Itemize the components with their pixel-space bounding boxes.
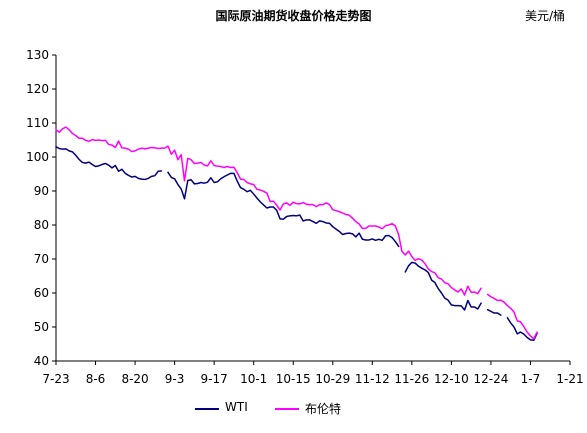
y-tick-label: 110 bbox=[26, 116, 49, 130]
x-tick-label: 7-23 bbox=[42, 372, 69, 386]
y-tick-label: 60 bbox=[34, 286, 49, 300]
x-tick-label: 1-7 bbox=[521, 372, 541, 386]
legend-label-brent: 布伦特 bbox=[305, 402, 342, 416]
x-tick-label: 11-12 bbox=[355, 372, 390, 386]
y-tick-label: 130 bbox=[26, 48, 49, 62]
y-tick-label: 80 bbox=[34, 218, 49, 232]
x-tick-label: 11-26 bbox=[394, 372, 429, 386]
legend-swatch-wti bbox=[195, 408, 219, 410]
legend-swatch-brent bbox=[275, 408, 299, 410]
x-tick-label: 8-6 bbox=[86, 372, 106, 386]
y-tick-label: 90 bbox=[34, 184, 49, 198]
y-tick-label: 40 bbox=[34, 354, 49, 368]
x-tick-label: 1-21 bbox=[556, 372, 583, 386]
y-tick-label: 120 bbox=[26, 82, 49, 96]
x-tick-label: 12-10 bbox=[434, 372, 469, 386]
x-tick-label: 10-29 bbox=[315, 372, 350, 386]
x-tick-label: 9-17 bbox=[201, 372, 228, 386]
y-tick-label: 70 bbox=[34, 252, 49, 266]
series-line-brent bbox=[55, 126, 538, 340]
y-tick-label: 100 bbox=[26, 150, 49, 164]
chart-title: 国际原油期货收盘价格走势图 bbox=[215, 9, 372, 23]
y-axis-unit-label: 美元/桶 bbox=[524, 9, 565, 23]
x-tick-label: 9-3 bbox=[165, 372, 185, 386]
legend-label-wti: WTI bbox=[225, 400, 248, 414]
x-tick-label: 10-1 bbox=[240, 372, 267, 386]
series-line-wti bbox=[55, 146, 538, 342]
x-tick-label: 12-24 bbox=[473, 372, 508, 386]
x-tick-label: 8-20 bbox=[121, 372, 148, 386]
y-tick-label: 50 bbox=[34, 320, 49, 334]
x-tick-label: 10-15 bbox=[276, 372, 311, 386]
